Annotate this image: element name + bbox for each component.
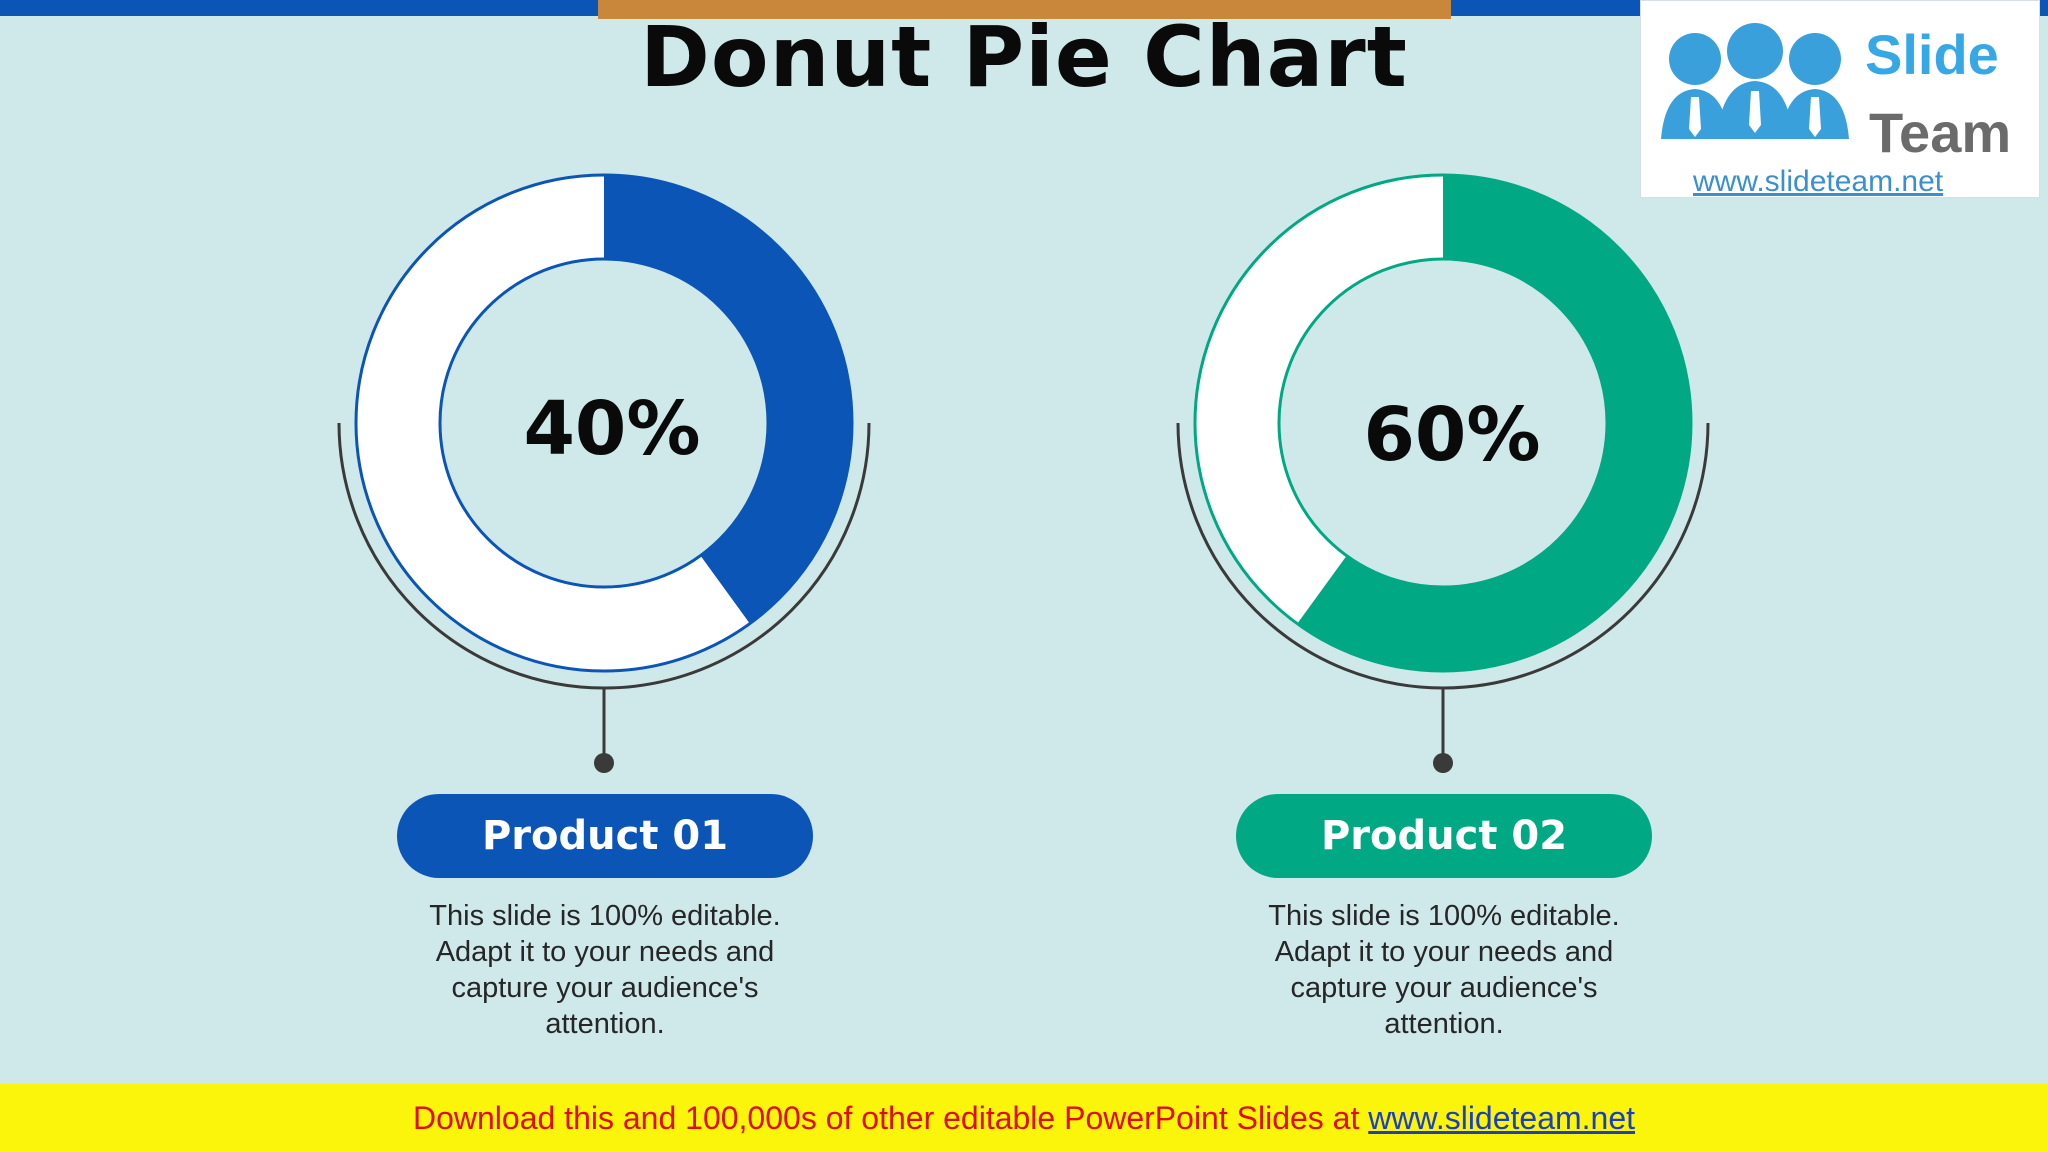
donut-slice-remaining <box>355 175 750 671</box>
donut-inner-outline <box>1277 257 1609 589</box>
donut-slice-value <box>1297 175 1691 671</box>
donut-outer-outline <box>354 173 854 673</box>
value-label-product-02: 60% <box>1363 392 1540 478</box>
footer-link[interactable]: www.slideteam.net <box>1368 1100 1636 1136</box>
logo-word-team: Team <box>1869 101 2012 164</box>
donut-charts: 40% 60% <box>337 173 1710 773</box>
donut-chart-product-02 <box>1176 173 1710 773</box>
connector-dot <box>1433 753 1453 773</box>
connector-dot <box>594 753 614 773</box>
donut-slice-remaining <box>1195 175 1443 624</box>
product-02-description: This slide is 100% editable. Adapt it to… <box>1268 900 1620 1040</box>
product-01-label-pill: Product 01 <box>397 794 813 878</box>
logo-word-slide: Slide <box>1865 23 1999 86</box>
product-02-label-pill: Product 02 <box>1236 794 1652 878</box>
people-icon <box>1661 23 1849 139</box>
logo-url-link[interactable]: www.slideteam.net <box>1693 165 1944 198</box>
top-accent-bar <box>598 0 1451 19</box>
footer-banner: Download this and 100,000s of other edit… <box>0 1084 2048 1152</box>
donut-inner-outline <box>438 257 770 589</box>
product-01-description: This slide is 100% editable. Adapt it to… <box>429 900 781 1040</box>
donut-outer-outline <box>1193 173 1693 673</box>
footer-text: Download this and 100,000s of other edit… <box>412 1100 1369 1136</box>
donut-chart-product-01 <box>337 173 871 773</box>
donut-slice-value <box>604 175 852 624</box>
slide-title: Donut Pie Chart <box>640 8 1408 106</box>
value-label-product-01: 40% <box>523 386 700 472</box>
slideteam-logo[interactable]: Slide Team www.slideteam.net <box>1640 0 2040 198</box>
